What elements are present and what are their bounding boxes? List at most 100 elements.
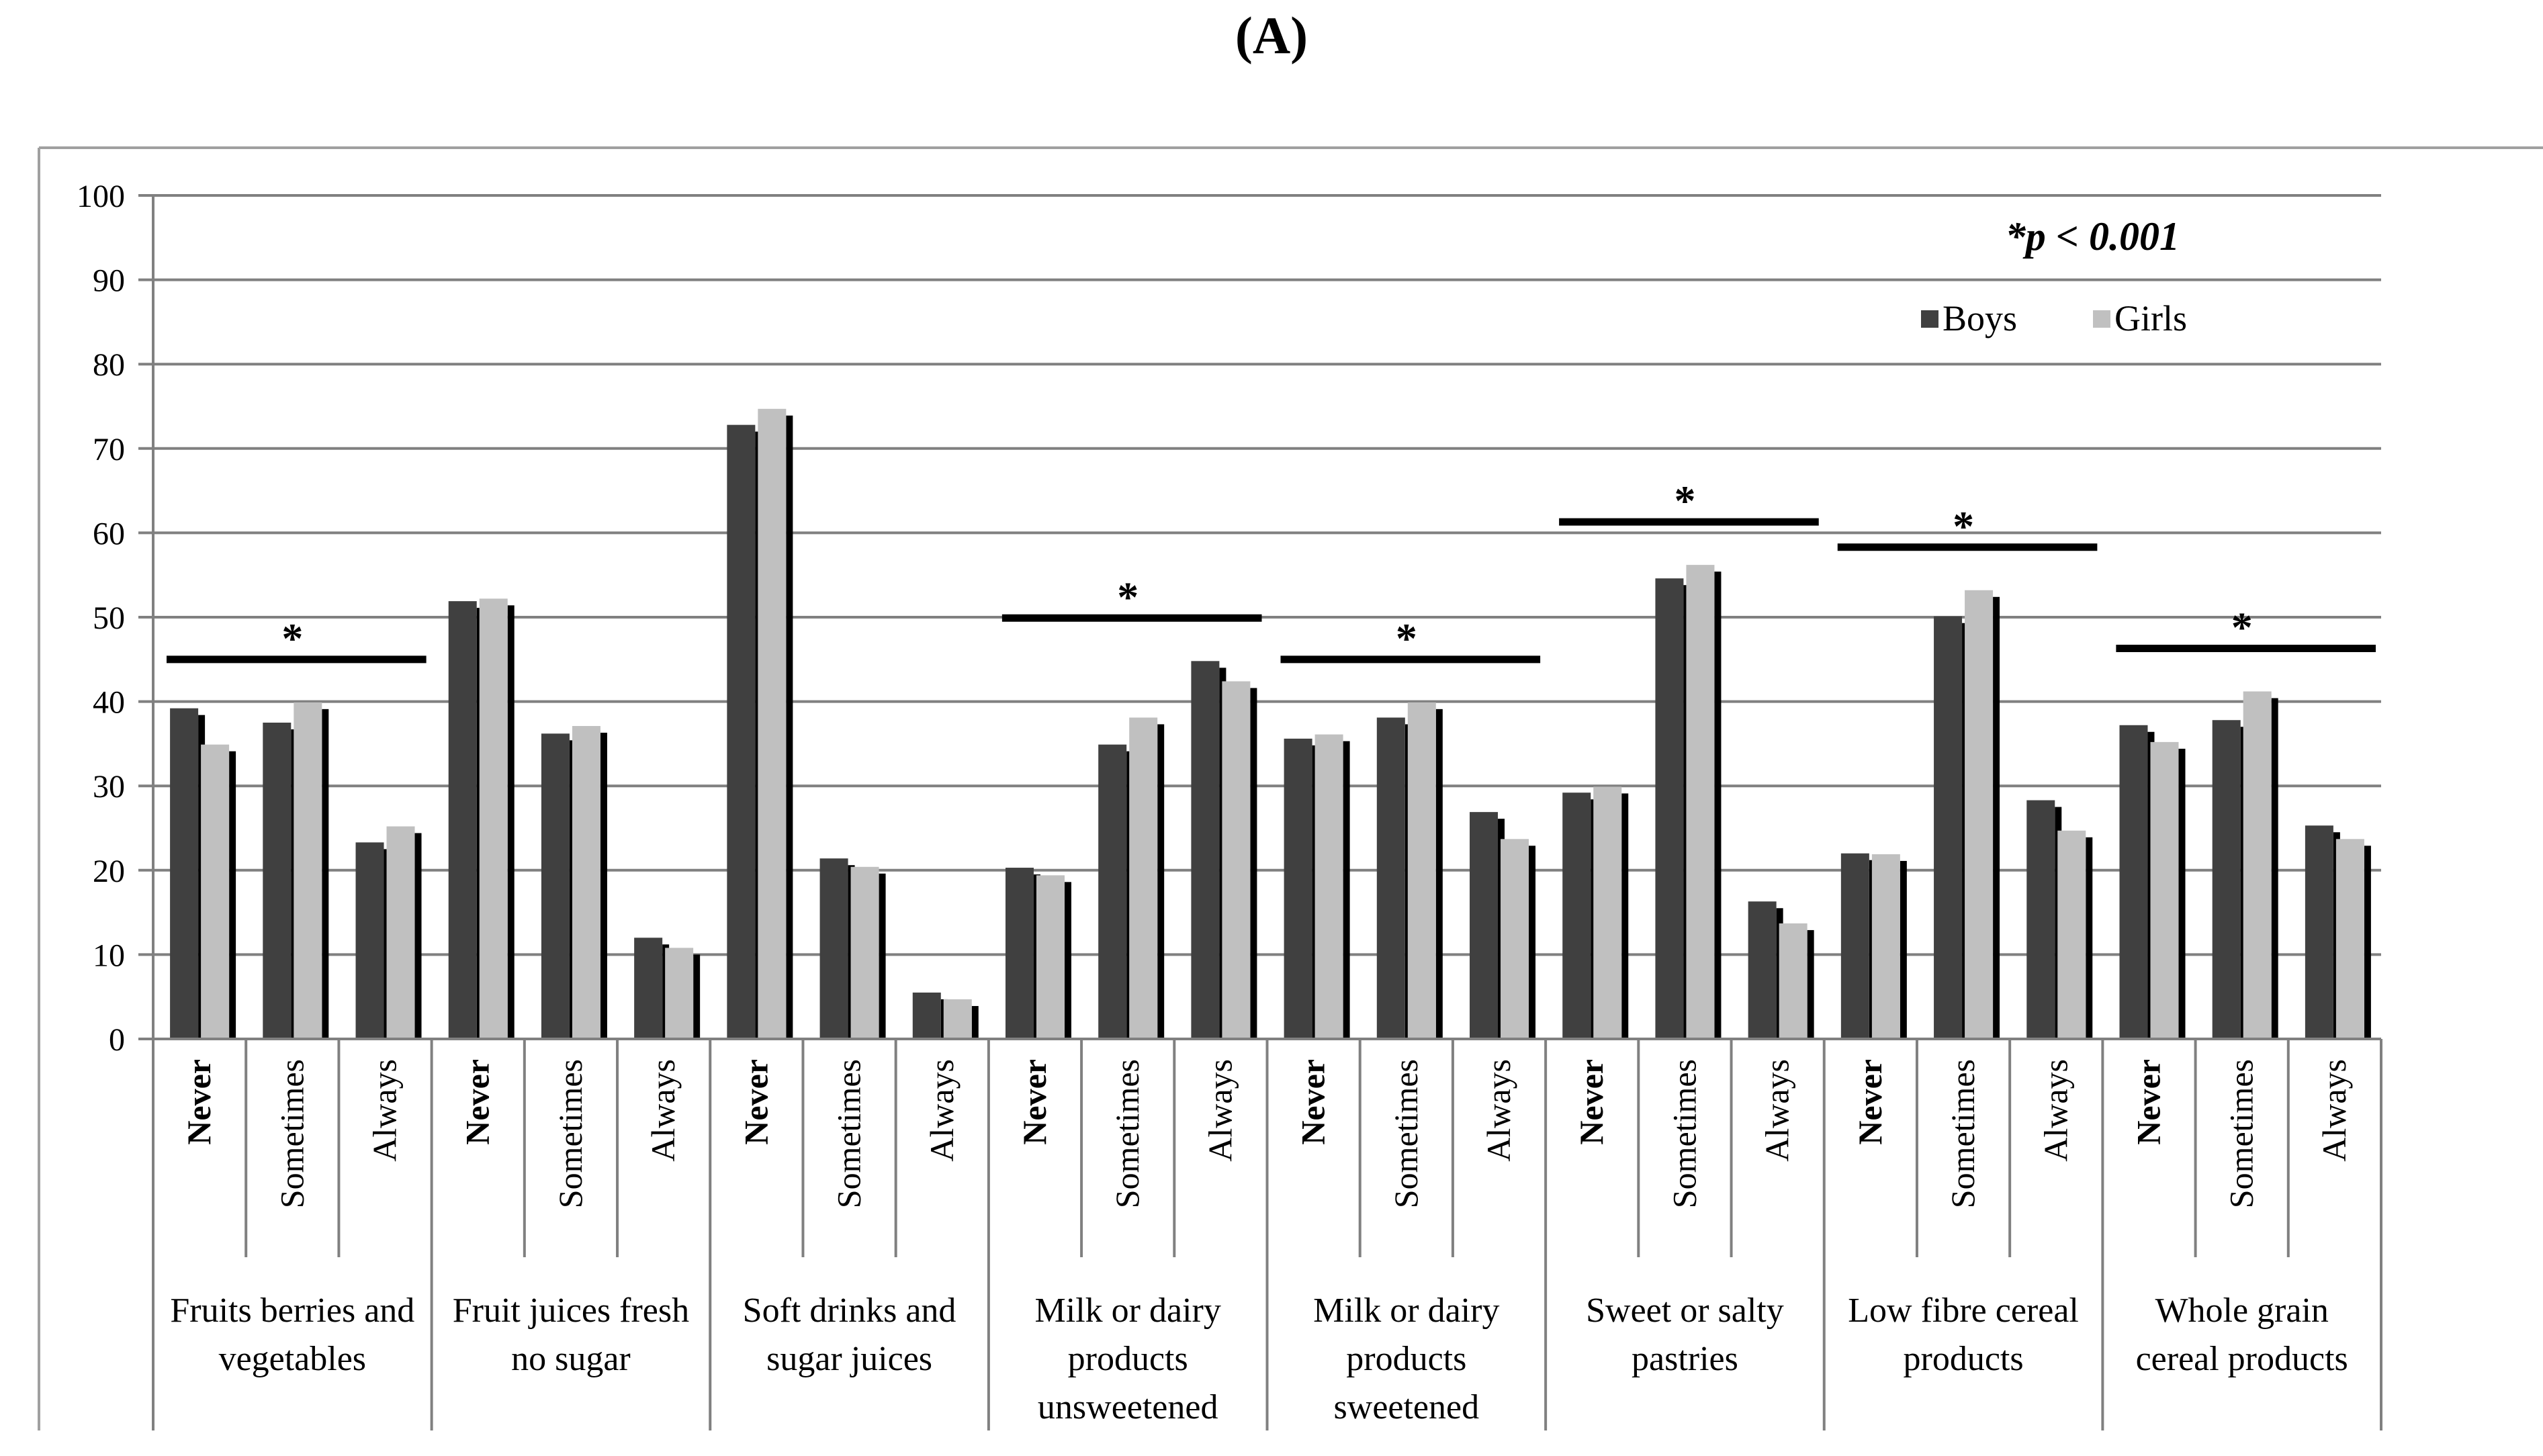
bar-girls (1779, 923, 1808, 1039)
x-category-label: Always (366, 1059, 404, 1162)
x-category-label: Never (2129, 1059, 2167, 1145)
x-category-label: Never (1016, 1059, 1053, 1145)
x-category-label: Sometimes (551, 1059, 589, 1208)
bar-boys (1005, 868, 1034, 1039)
x-group-label: sugar juices (766, 1340, 932, 1378)
x-category-label: Sometimes (1665, 1059, 1703, 1208)
x-category-label: Sometimes (273, 1059, 310, 1208)
bar-girls (572, 726, 600, 1039)
x-category-label: Never (1294, 1059, 1332, 1145)
x-group-label: Milk or dairy (1035, 1291, 1221, 1330)
x-group-label: products (1346, 1340, 1466, 1378)
bar-girls (2243, 691, 2272, 1039)
bar-girls-shadow (1807, 929, 1814, 1039)
bar-girls (1593, 786, 1622, 1039)
bar-girls (1036, 875, 1065, 1039)
x-category-label: Always (1480, 1059, 1517, 1162)
y-tick-label: 90 (93, 263, 125, 299)
legend: Boys Girls (1921, 298, 2187, 338)
bar-girls (294, 702, 322, 1039)
bar-boys (1840, 853, 1869, 1039)
x-category-label: Always (1201, 1059, 1239, 1162)
legend-swatch (2093, 310, 2110, 328)
y-tick-label: 0 (109, 1022, 125, 1058)
bar-girls-shadow (2271, 698, 2278, 1039)
significance-star: * (1674, 477, 1695, 525)
bar-boys (448, 601, 477, 1039)
x-category-label: Never (1851, 1059, 1889, 1145)
x-group-label: Fruits berries and (170, 1291, 414, 1330)
bar-girls-shadow (1250, 688, 1257, 1039)
bar-girls-shadow (1529, 846, 1536, 1039)
bar-boys (1470, 812, 1499, 1039)
chart-frame (38, 146, 2543, 1430)
x-group-label: sweetened (1334, 1388, 1480, 1426)
x-category-label: Always (2037, 1059, 2074, 1162)
bar-girls-shadow (2086, 837, 2093, 1039)
bar-girls (1222, 681, 1251, 1039)
bar-boys (634, 938, 663, 1039)
bar-boys (2119, 725, 2148, 1039)
bar-boys (170, 708, 199, 1039)
bar-boys (1655, 578, 1684, 1039)
bar-girls-shadow (693, 954, 701, 1039)
bar-boys (2305, 825, 2333, 1039)
bar-girls-shadow (1714, 572, 1722, 1039)
y-tick-label: 60 (93, 516, 125, 551)
legend-label: Girls (2114, 298, 2187, 338)
bar-girls (1129, 717, 1158, 1039)
bar-girls-shadow (1993, 596, 2000, 1039)
x-category-label: Never (737, 1059, 774, 1145)
bar-girls-shadow (229, 751, 236, 1039)
x-axis-labels: Never Sometimes Always Fruits berries and ve… (152, 1038, 2382, 1430)
y-tick-label: 10 (93, 938, 125, 973)
bar-boys (912, 992, 941, 1039)
x-category-label: Always (644, 1059, 682, 1162)
bar-girls (2335, 839, 2364, 1039)
y-tick-label: 40 (93, 685, 125, 721)
y-tick-label: 30 (93, 769, 125, 805)
bar-girls (1686, 565, 1715, 1039)
x-category-label: Sometimes (1944, 1059, 1981, 1208)
legend-label: Boys (1943, 298, 2017, 338)
y-tick-label: 50 (93, 600, 125, 636)
bar-girls-shadow (1343, 741, 1350, 1039)
bar-girls (2150, 741, 2179, 1039)
x-category-label: Always (1758, 1059, 1796, 1162)
bar-boys (1562, 792, 1591, 1039)
bar-girls-shadow (507, 605, 515, 1039)
bar-girls (758, 408, 787, 1039)
bar-girls-shadow (414, 833, 422, 1039)
bar-girls-shadow (1064, 882, 1071, 1039)
bar-girls (1871, 854, 1900, 1039)
x-category-label: Sometimes (1108, 1059, 1146, 1208)
x-group-label: Fruit juices fresh (453, 1291, 689, 1330)
bar-girls-shadow (1157, 724, 1165, 1039)
bar-girls-shadow (2178, 748, 2186, 1039)
bar-girls (1501, 839, 1529, 1039)
x-category-label: Always (923, 1059, 961, 1162)
bar-girls-shadow (1621, 793, 1629, 1039)
bar-girls-shadow (322, 709, 329, 1039)
significance-star: * (1117, 573, 1139, 621)
significance-markers: * * * * * * (167, 477, 2376, 664)
p-value-annotation: *p < 0.001 (2006, 214, 2180, 259)
x-category-label: Sometimes (1387, 1059, 1425, 1208)
x-group-label: no sugar (511, 1340, 631, 1378)
bar-marks (170, 408, 2371, 1039)
x-group-label: Whole grain (2155, 1291, 2328, 1330)
bar-boys (541, 733, 570, 1039)
bar-girls-shadow (600, 733, 607, 1039)
bar-girls-shadow (786, 415, 793, 1039)
bar-boys (1376, 717, 1405, 1039)
bar-boys (1748, 901, 1777, 1039)
bar-girls-shadow (1435, 709, 1443, 1039)
x-group-label: unsweetened (1038, 1388, 1218, 1426)
bar-girls (2057, 830, 2086, 1039)
bar-boys (2026, 800, 2055, 1039)
x-group-label: pastries (1632, 1340, 1738, 1378)
legend-swatch (1921, 310, 1938, 328)
bar-girls-shadow (879, 873, 886, 1039)
x-group-label: cereal products (2136, 1340, 2348, 1378)
